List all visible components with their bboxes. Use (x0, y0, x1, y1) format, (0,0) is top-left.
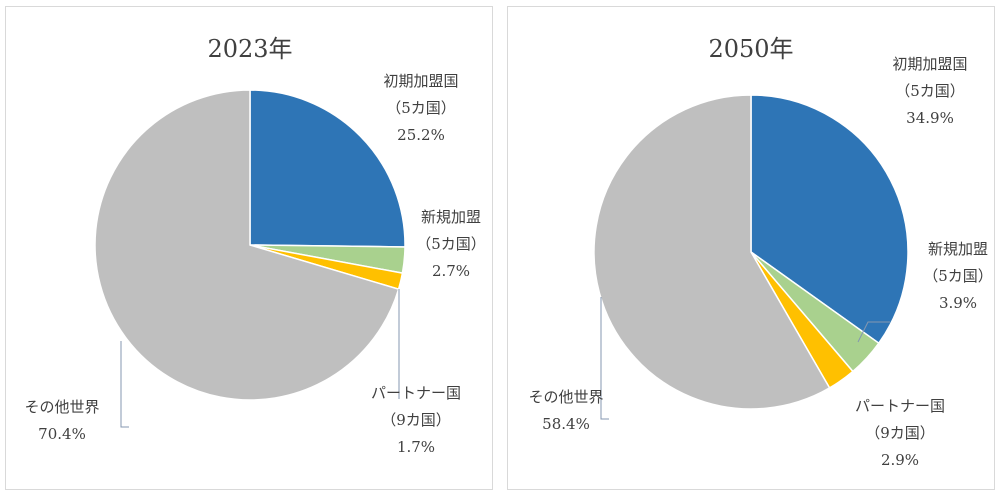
leader-line-1 (857, 321, 890, 343)
leader-line-3 (600, 297, 609, 420)
data-label-2050-0: 初期加盟国（5カ国） 34.9% (892, 55, 967, 127)
pie-slice-2023-3 (94, 89, 400, 401)
chart-panel-2050: 2050年初期加盟国（5カ国） 34.9% 新規加盟（5カ国） 3.9% パートナー国（… (507, 6, 995, 490)
data-label-2050-2: パートナー国（9カ国） 2.9% (855, 397, 945, 469)
data-label-2023-1: 新規加盟（5カ国） 2.7% (416, 208, 486, 280)
leader-line-3 (120, 341, 129, 428)
pie-slice-2050-3 (593, 94, 831, 410)
data-label-2023-0: 初期加盟国（5カ国） 25.2% (383, 72, 458, 144)
chart-panel-2023: 2023年初期加盟国（5カ国） 25.2% 新規加盟（5カ国） 2.7% パートナー国（… (5, 6, 493, 490)
chart-title: 2023年 (207, 35, 292, 63)
pie-slice-2050-0 (750, 94, 909, 345)
data-label-2050-3: その他世界 58.4% (528, 388, 603, 433)
data-label-2050-1: 新規加盟（5カ国） 3.9% (923, 240, 993, 312)
data-label-2023-3: その他世界 70.4% (24, 398, 99, 443)
pie-slice-2023-0 (249, 89, 406, 248)
chart-title: 2050年 (708, 35, 793, 63)
data-label-2023-2: パートナー国（9カ国） 1.7% (371, 384, 461, 456)
